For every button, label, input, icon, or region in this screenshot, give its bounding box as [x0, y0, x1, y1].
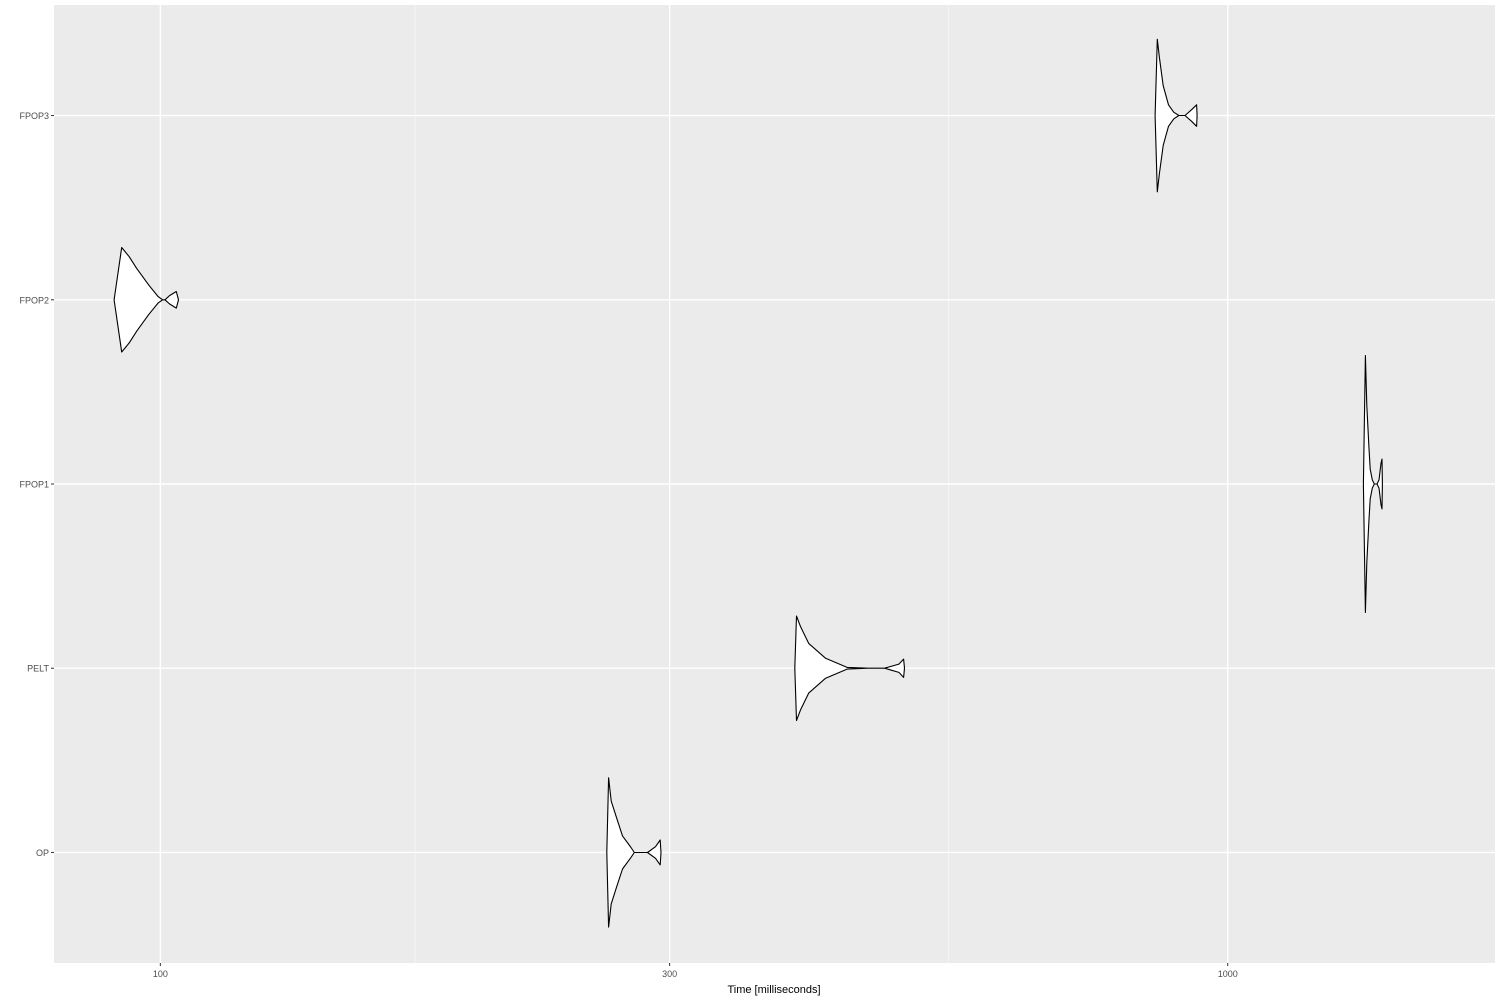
x-axis: 100 300 1000 — [153, 963, 1238, 979]
y-tick-label: PELT — [27, 664, 49, 674]
y-tick-label: FPOP3 — [19, 111, 49, 121]
violin-op — [606, 777, 662, 928]
violins — [113, 38, 1383, 928]
violin-pelt — [794, 615, 906, 722]
x-tick-label: 300 — [662, 969, 677, 979]
x-axis-title: Time [milliseconds] — [727, 984, 820, 996]
y-tick-label: FPOP1 — [19, 480, 49, 490]
x-tick-label: 1000 — [1218, 969, 1238, 979]
x-tick-label: 100 — [153, 969, 168, 979]
major-gridlines — [54, 5, 1495, 963]
violin-fpop2 — [113, 246, 180, 353]
y-axis: OP PELT FPOP1 FPOP2 FPOP3 — [19, 111, 54, 858]
violin-fpop1 — [1362, 354, 1383, 614]
y-tick-label: FPOP2 — [19, 295, 49, 305]
y-tick-label: OP — [36, 848, 49, 858]
violin-fpop3 — [1154, 38, 1198, 193]
